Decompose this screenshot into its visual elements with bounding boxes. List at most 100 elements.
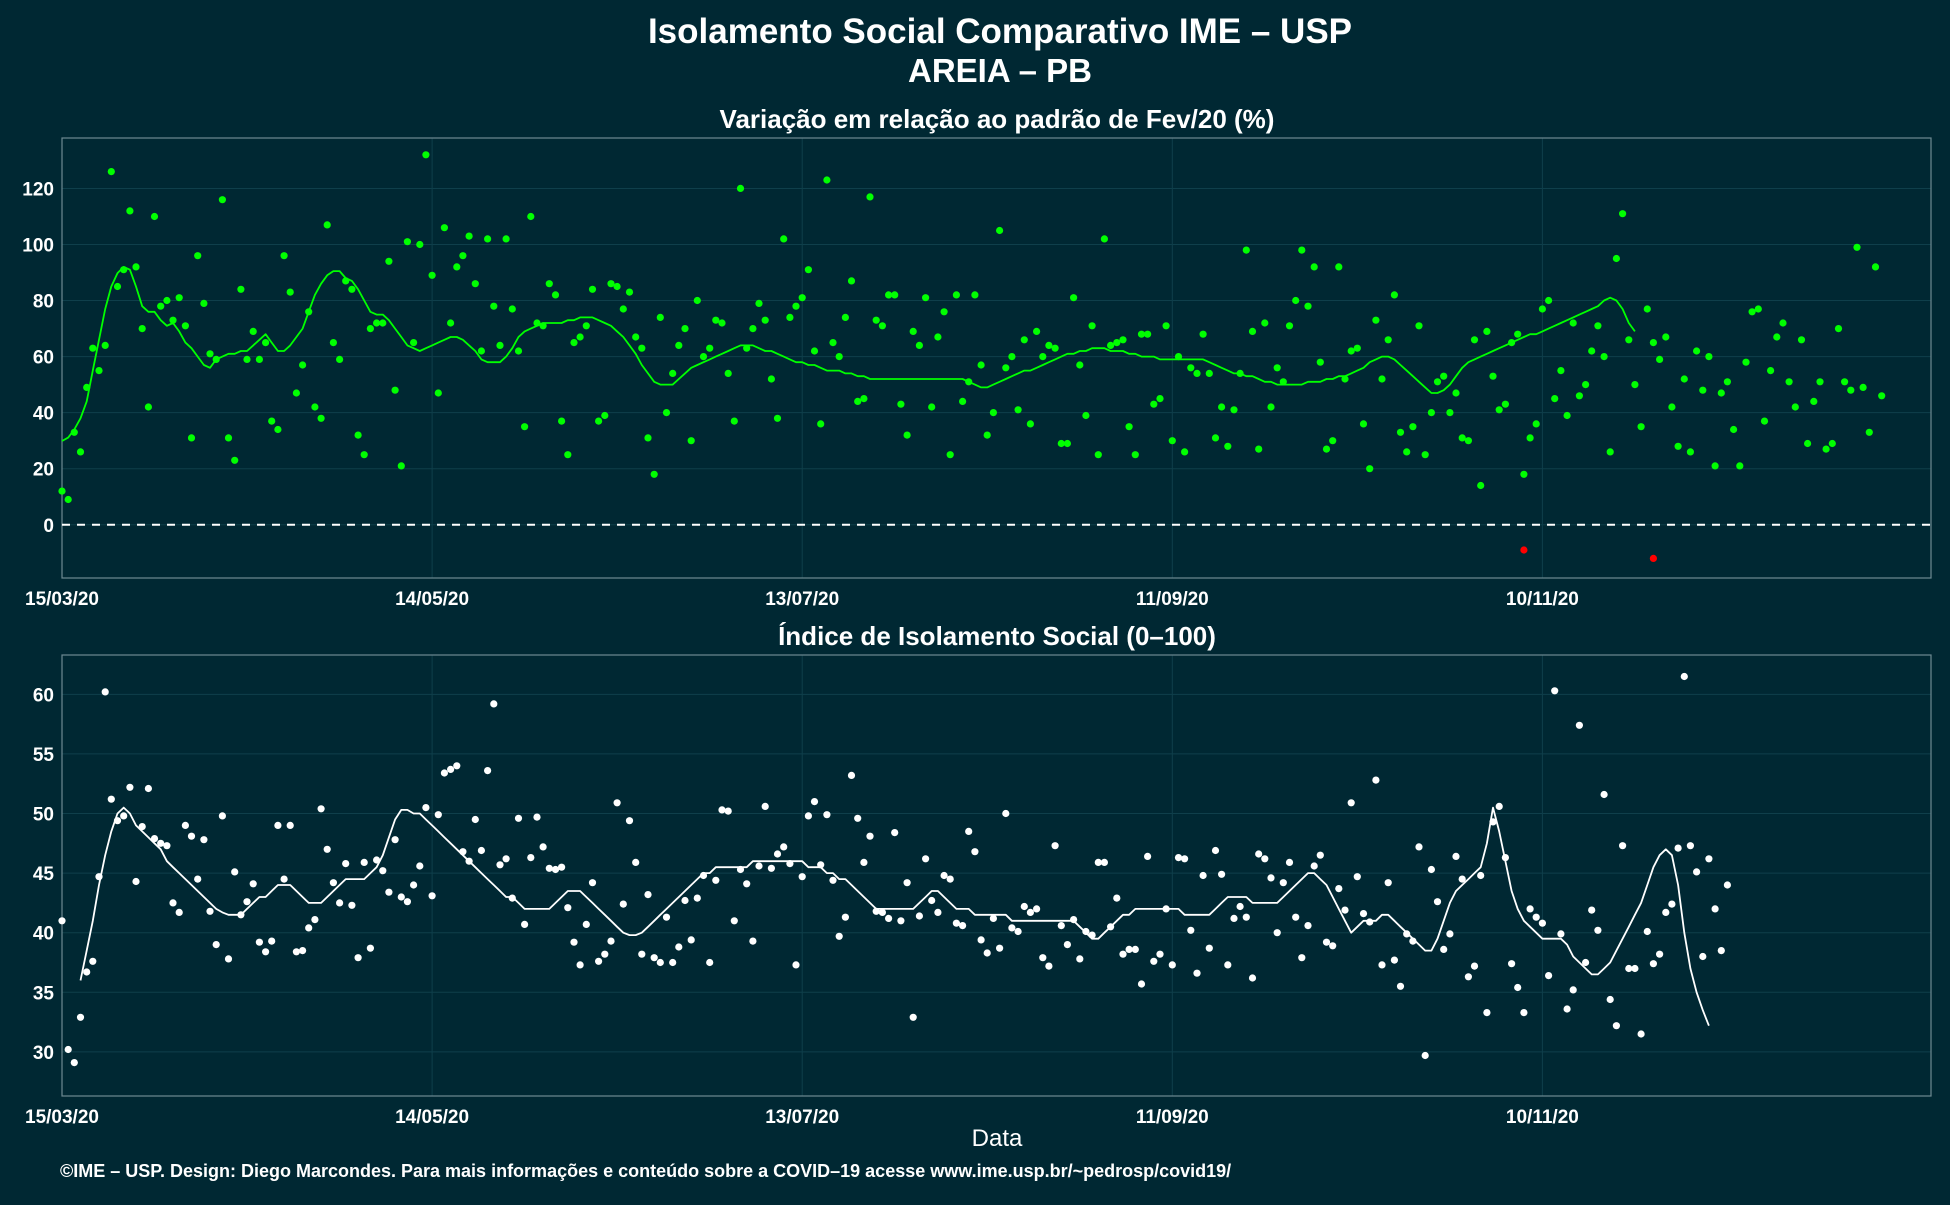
chart1-ytick-label: 40 (33, 404, 54, 425)
chart1-data-point (231, 456, 239, 464)
chart2-data-point (946, 875, 954, 883)
chart2-data-point (212, 941, 220, 949)
chart2-data-point (280, 875, 288, 883)
chart1-data-point (101, 341, 109, 349)
chart2-data-point (915, 912, 924, 920)
chart1-data-point (699, 353, 708, 361)
chart2-data-point (447, 765, 455, 774)
chart1-data-point (878, 322, 887, 330)
chart1-data-point (1637, 423, 1645, 431)
chart1-data-point (1205, 369, 1213, 377)
chart1-data-point (897, 400, 905, 408)
chart2-data-point (107, 795, 115, 803)
chart1-ytick-label: 80 (33, 292, 54, 313)
chart2-data-point (644, 891, 652, 899)
chart2-data-point (1255, 850, 1263, 858)
chart1-data-point (1273, 364, 1281, 372)
chart1-data-point (1625, 336, 1633, 344)
figure-title: Isolamento Social Comparativo IME – USP (648, 12, 1352, 51)
chart1-data-point (163, 296, 171, 305)
chart2-data-point (1045, 962, 1053, 970)
chart2-data-point (755, 862, 763, 870)
chart1-data-point (1748, 308, 1756, 316)
chart1-title: Variação em relação ao padrão de Fev/20 … (720, 104, 1275, 134)
chart2-data-point (903, 879, 911, 887)
chart1-data-point (693, 296, 701, 305)
chart2-data-point (706, 958, 714, 967)
chart2-data-point (262, 948, 270, 956)
chart2-data-point (391, 836, 399, 844)
chart2-data-point (1662, 908, 1670, 917)
chart2-data-point (496, 861, 504, 869)
chart1-data-point (736, 184, 745, 192)
chart1-data-point (286, 288, 294, 296)
chart2-data-point (952, 919, 961, 927)
chart1-data-point (1224, 442, 1232, 450)
chart1-data-point (1082, 411, 1090, 420)
chart1-data-point (440, 224, 448, 232)
chart1-data-point (743, 344, 751, 352)
chart2-data-point (1717, 947, 1725, 955)
chart1-data-point (1532, 420, 1540, 428)
chart1-data-point (952, 291, 961, 299)
chart2-data-point (588, 879, 597, 887)
chart1-data-point (1409, 423, 1417, 431)
chart2-data-point (1298, 954, 1306, 962)
footer-credit: ©IME – USP. Design: Diego Marcondes. Par… (60, 1161, 1231, 1181)
chart2-data-point (292, 948, 300, 956)
chart1-data-point (1347, 347, 1355, 355)
chart1-data-point (558, 417, 566, 425)
chart2-data-point (959, 922, 967, 930)
chart2-data-point (1150, 957, 1158, 965)
chart1-data-point (1002, 364, 1010, 372)
chart1-data-point (1686, 448, 1694, 456)
chart1-data-point (527, 212, 535, 221)
chart1-data-point (354, 431, 362, 439)
chart1-data-point (1366, 465, 1374, 473)
chart1-data-point (1421, 451, 1429, 459)
chart1-data-point (1594, 322, 1602, 330)
chart1-data-point (1218, 403, 1226, 411)
chart2-data-point (1551, 687, 1559, 695)
chart2-data-point (1341, 906, 1349, 914)
chart1-data-point (132, 263, 140, 271)
chart1-data-point (1865, 428, 1873, 436)
chart2-data-point (1242, 913, 1250, 921)
chart1-data-point (922, 294, 930, 302)
chart2-data-point (601, 950, 609, 958)
chart1-data-point (1310, 263, 1318, 271)
chart2-data-point (847, 771, 856, 780)
chart2-data-point (1279, 879, 1287, 887)
chart1-data-point (681, 325, 689, 333)
chart2-data-point (928, 896, 936, 905)
chart1-data-point (928, 403, 936, 411)
chart2-data-point (656, 958, 664, 967)
chart1-data-point (971, 291, 979, 299)
chart2-data-point (434, 811, 442, 819)
chart2-ytick-label: 55 (33, 745, 55, 766)
chart2-data-point (749, 937, 757, 945)
chart1-data-point (570, 339, 578, 347)
chart2-data-point (1495, 802, 1503, 811)
chart2-ytick-label: 60 (33, 685, 54, 706)
chart2-data-point (329, 879, 337, 887)
chart2-data-point (804, 812, 813, 820)
chart1-data-point (1822, 445, 1830, 453)
chart2-data-point (1218, 870, 1226, 878)
chart1-data-point (588, 285, 597, 293)
chart1-data-point (206, 350, 214, 358)
chart1-data-point (1150, 400, 1158, 408)
chart1-data-point (1606, 448, 1614, 456)
chart2-data-point (780, 843, 788, 851)
chart1-data-point (1353, 344, 1361, 352)
chart2-data-point (1076, 955, 1084, 963)
chart2-data-point (891, 829, 899, 837)
chart2-data-point (1174, 854, 1183, 862)
chart2-data-point (1236, 902, 1244, 911)
chart2-data-point (718, 806, 726, 814)
chart2-data-point (909, 1013, 917, 1021)
chart2-data-point (1514, 983, 1522, 992)
chart1-data-point (1242, 246, 1250, 254)
chart1-data-point (1520, 546, 1528, 554)
chart1-data-point (1230, 406, 1238, 414)
